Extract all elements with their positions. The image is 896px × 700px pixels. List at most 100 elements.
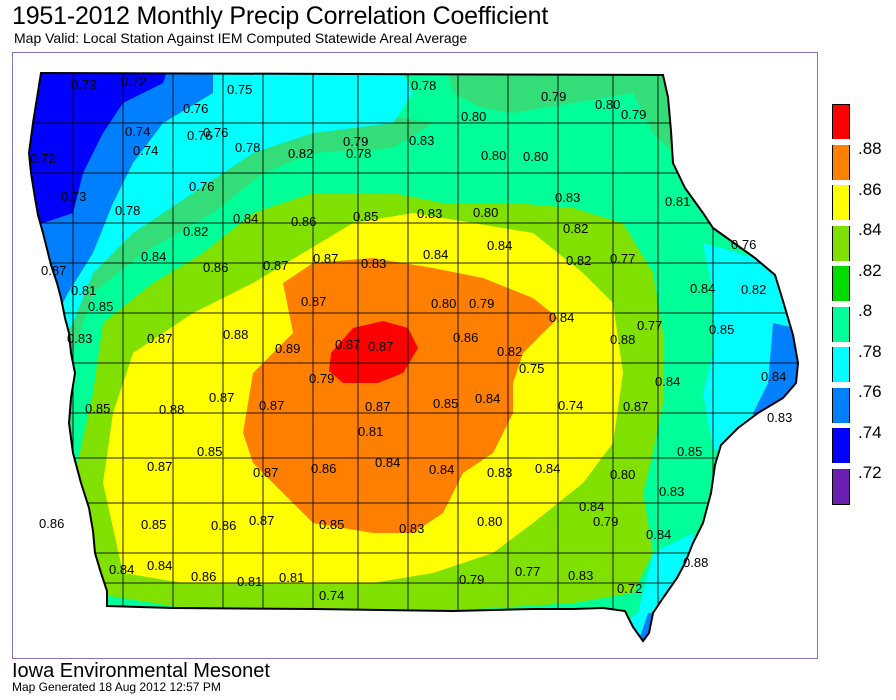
station-value-label: 0.79 (621, 107, 646, 122)
station-value-label: 0.84 (475, 391, 500, 406)
station-value-label: 0.74 (125, 124, 150, 139)
legend-label: .74 (858, 422, 882, 442)
legend-swatch (832, 428, 850, 463)
legend-swatch (832, 306, 850, 342)
station-value-label: 0.80 (610, 467, 635, 482)
station-value-label: 0.80 (477, 514, 502, 529)
contour-fills (29, 73, 798, 641)
station-value-label: 0.88 (610, 332, 635, 347)
station-value-label: 0.81 (665, 194, 690, 209)
station-value-label: 0.76 (189, 179, 214, 194)
station-value-label: 0.84 (761, 369, 786, 384)
iowa-map: 0.73 0.720.75 0.780.790.800.790.740.760.76… (28, 72, 799, 642)
legend-top-border (832, 104, 850, 105)
legend-swatch (832, 387, 850, 423)
station-value-label: 0.77 (515, 564, 540, 579)
station-value-label: 0.80 (473, 205, 498, 220)
station-value-label: 0.87 (368, 339, 393, 354)
station-value-label: 0.78 (346, 146, 371, 161)
station-value-label: 0.76 (203, 125, 228, 140)
station-value-label: 0.80 (461, 109, 486, 124)
station-value-label: 0.81 (279, 570, 304, 585)
station-value-label: 0.85 (433, 396, 458, 411)
station-value-label: 0.87 (365, 399, 390, 414)
station-value-label: 0.87 (263, 258, 288, 273)
station-value-label: 0.85 (88, 299, 113, 314)
county-lines (29, 73, 798, 641)
map-frame: 0.73 0.72 0.75 0.78 0.79 0.80 0.79 0.74 0.76 0.76… (12, 52, 818, 659)
station-value-label: 0.86 (203, 260, 228, 275)
station-value-label: 0.83 (767, 410, 792, 425)
station-value-label: 0.81 (358, 424, 383, 439)
legend-swatch (832, 468, 850, 504)
legend-swatch (832, 185, 850, 220)
station-value-label: 0.87 (259, 398, 284, 413)
station-value-label: 0.82 (288, 146, 313, 161)
station-value-label: 0.85 (141, 517, 166, 532)
legend-label: .8 (858, 301, 873, 320)
station-value-label: 0.86 (211, 518, 236, 533)
station-value-label: 0.84 (233, 211, 258, 226)
station-value-label: 0.73 (61, 189, 86, 204)
station-value-label: 0.77 (637, 318, 662, 333)
legend-swatch (832, 266, 850, 301)
station-value-label: 0.86 (453, 330, 478, 345)
station-value-label: 0.73 (71, 77, 96, 92)
station-value-label: 0.87 (313, 251, 338, 266)
station-value-label: 0.84 (375, 455, 400, 470)
legend-bottom-border (832, 504, 850, 505)
station-value-label: 0.82 (563, 221, 588, 236)
station-value-label: 0.87 (147, 331, 172, 346)
station-value-label: 0.84 (549, 310, 574, 325)
fill-072 (29, 73, 173, 233)
footer-timestamp: Map Generated 18 Aug 2012 12:57 PM (12, 680, 221, 694)
legend-swatch (832, 104, 850, 139)
station-value-label: 0.80 (523, 149, 548, 164)
station-value-label: 0.78 (115, 203, 140, 218)
station-value-label: 0.74 (558, 398, 583, 413)
station-value-label: 0.86 (291, 214, 316, 229)
station-value-label: 0.77 (610, 251, 635, 266)
station-value-label: 0.85 (85, 401, 110, 416)
station-value-label: 0.88 (683, 555, 708, 570)
station-value-label: 0.83 (487, 465, 512, 480)
station-value-label: 0.79 (343, 134, 368, 149)
station-value-label: 0.83 (399, 521, 424, 536)
fill-086 (243, 258, 558, 533)
station-value-label: 0.87 (147, 459, 172, 474)
station-value-label: 0.84 (579, 499, 604, 514)
color-legend: .88 .86 .84 .82 .8 .78 .76 .74 .72 (832, 104, 892, 544)
station-value-label: 0.83 (555, 190, 580, 205)
station-value-label: 0.84 (429, 462, 454, 477)
station-value-label: 0.89 (275, 341, 300, 356)
station-value-label: 0.79 (459, 572, 484, 587)
station-value-label: 0.83 (409, 133, 434, 148)
fill-076-east (703, 243, 798, 473)
station-value-label: 0.87 (335, 337, 360, 352)
station-value-label: 0.87 (209, 390, 234, 405)
station-value-label: 0.87 (253, 465, 278, 480)
station-value-label: 0.88 (159, 402, 184, 417)
station-value-label: 0.87 (41, 263, 66, 278)
legend-label: .82 (858, 260, 882, 280)
legend-swatch (832, 144, 850, 180)
station-value-label: 0.84 (423, 247, 448, 262)
station-value-label: 0.83 (659, 484, 684, 499)
station-value-label: 0.85 (353, 209, 378, 224)
station-value-label: 0.76 (183, 101, 208, 116)
station-value-label: 0.74 (319, 588, 344, 603)
legend-swatch (832, 347, 850, 382)
legend-swatch (832, 225, 850, 261)
station-value-label: 0.85 (677, 444, 702, 459)
legend-label: .88 (858, 139, 882, 158)
map-subtitle: Map Valid: Local Station Against IEM Com… (14, 30, 468, 46)
station-value-label: 0.76 (731, 237, 756, 252)
station-value-label: 0.86 (39, 516, 64, 531)
station-value-label: 0.75 (227, 82, 252, 97)
legend-label: .84 (858, 220, 882, 239)
station-value-label: 0.72 (617, 581, 642, 596)
station-value-label: 0.88 (223, 327, 248, 342)
station-value-label: 0.80 (481, 148, 506, 163)
legend-label: .72 (858, 463, 882, 482)
station-value-label: 0.84 (646, 527, 671, 542)
